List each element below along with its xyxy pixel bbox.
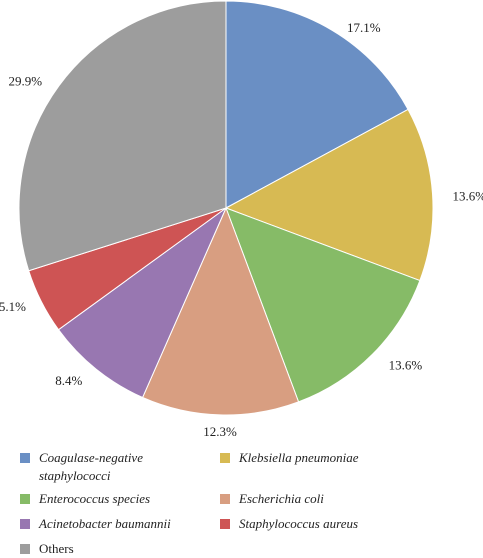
legend-swatch (20, 544, 30, 554)
legend-item-4: Escherichia coli (220, 490, 409, 508)
pie-slice-label-7: 29.9% (9, 73, 43, 88)
legend-swatch (220, 519, 230, 529)
legend-item-2: Klebsiella pneumoniae (220, 449, 409, 467)
legend-label: Escherichia coli (239, 490, 409, 508)
legend-swatch (20, 453, 30, 463)
legend-item-6: Staphylococcus aureus (220, 515, 409, 533)
legend-swatch (20, 494, 30, 504)
legend-label: Klebsiella pneumoniae (239, 449, 409, 467)
legend-label: Acinetobacter baumannii (39, 515, 209, 533)
legend-label: Others (39, 540, 209, 558)
pie-slice-label-1: 17.1% (347, 20, 381, 35)
legend-item-3: Enterococcus species (20, 490, 209, 508)
legend-item-7: Others (20, 540, 209, 558)
pie-slice-label-6: 5.1% (0, 299, 26, 314)
legend-label: Staphylococcus aureus (239, 515, 409, 533)
legend-swatch (220, 494, 230, 504)
pie-slice-label-4: 12.3% (203, 424, 237, 439)
pie-slice-label-3: 13.6% (389, 358, 423, 373)
legend-swatch (20, 519, 30, 529)
pie-slice-label-5: 8.4% (55, 373, 82, 388)
legend-item-1: Coagulase-negative staphylococci (20, 449, 209, 485)
legend-label: Coagulase-negative staphylococci (39, 449, 209, 485)
legend-swatch (220, 453, 230, 463)
pie-slice-label-2: 13.6% (453, 188, 483, 203)
pie-chart: 17.1% 13.6% 13.6% 12.3% 8.4% 5.1% 29.9% (0, 0, 483, 440)
legend-label: Enterococcus species (39, 490, 209, 508)
legend: Coagulase-negative staphylococci Klebsiel… (20, 449, 480, 553)
legend-item-5: Acinetobacter baumannii (20, 515, 209, 533)
